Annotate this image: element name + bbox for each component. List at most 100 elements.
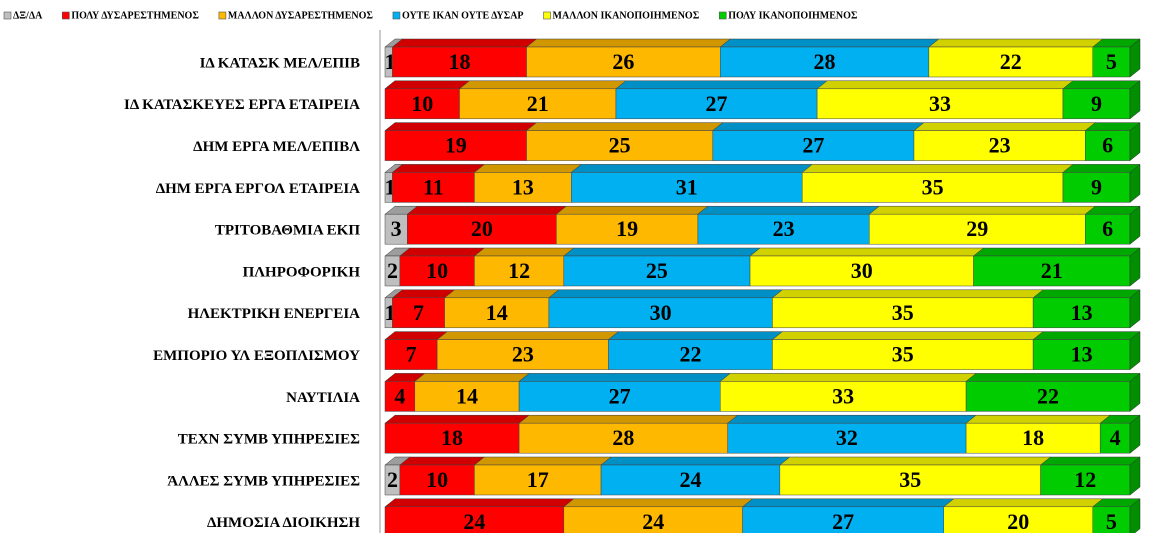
bar-side: [1129, 372, 1141, 412]
data-label: 5: [1106, 49, 1117, 74]
data-label: 7: [406, 342, 417, 367]
data-label: 32: [836, 425, 858, 450]
data-label: 10: [426, 258, 448, 283]
bar-segment: [1099, 422, 1131, 454]
bar-segment: [697, 213, 870, 245]
category-label: ΤΡΙΤΟΒΑΘΜΙΑ ΕΚΠ: [215, 223, 360, 239]
bar-top: [570, 164, 813, 173]
bar-segment: [727, 422, 967, 454]
bar-top: [719, 38, 940, 48]
bar-top: [473, 164, 582, 173]
bar-top: [443, 289, 560, 299]
data-label: 3: [391, 216, 402, 241]
bar-segment: [779, 464, 1041, 496]
bar-top: [1039, 456, 1141, 466]
bar-top: [473, 247, 575, 257]
category-label: ΙΔ ΚΑΤΑΣΚ ΜΕΛ/ΕΠΙΒ: [200, 55, 360, 71]
bar-segment: [749, 255, 974, 287]
data-label: 13: [1071, 300, 1093, 325]
bar-side: [1129, 247, 1141, 287]
bar-top: [965, 373, 1141, 382]
legend-swatch: [718, 11, 727, 20]
data-label: 2: [387, 258, 398, 283]
category-label: ΔΗΜ ΕΡΓΑ ΜΕΛ/ΕΠΙΒΛ: [193, 139, 360, 155]
data-label: 17: [527, 467, 549, 492]
bar-top: [697, 205, 880, 215]
bar-top: [928, 38, 1104, 48]
bar-segment: [801, 172, 1064, 203]
data-label: 6: [1102, 133, 1113, 158]
bar-top: [816, 80, 1074, 90]
bar-top: [779, 456, 1052, 466]
data-label: 30: [650, 300, 672, 325]
data-label: 35: [899, 467, 921, 492]
data-label: 24: [642, 509, 664, 533]
bar-top: [726, 414, 977, 424]
bar-segment: [712, 130, 915, 161]
bar-segment: [399, 464, 475, 496]
bar-segment: [965, 422, 1101, 454]
bar-side: [1129, 80, 1141, 120]
bar-segment: [869, 213, 1086, 245]
data-label: 19: [445, 133, 467, 158]
data-label: 23: [773, 216, 795, 241]
bar-top: [607, 331, 784, 340]
bar-side: [1129, 289, 1141, 329]
data-label: 33: [929, 91, 951, 116]
bar-side: [1129, 38, 1141, 78]
bar-top: [1032, 289, 1141, 299]
legend-label: ΜΑΛΛΟΝ ΙΚΑΝΟΠΟΙΗΜΕΝΟΣ: [553, 10, 700, 21]
bar-segment: [1085, 130, 1131, 161]
legend-label: ΔΞ/ΔΑ: [13, 10, 43, 21]
data-label: 10: [411, 91, 433, 116]
data-label: 6: [1102, 216, 1113, 241]
data-label: 28: [612, 425, 634, 450]
bar-segment: [772, 339, 1034, 370]
bar-top: [473, 456, 612, 466]
data-label: 18: [441, 425, 463, 450]
data-label: 27: [609, 383, 631, 408]
data-label: 35: [922, 174, 944, 199]
bar-segment: [392, 297, 445, 329]
data-label: 1: [385, 49, 396, 74]
bar-top: [1062, 164, 1141, 173]
bar-top: [391, 38, 538, 48]
data-label: 27: [832, 509, 854, 533]
legend-swatch: [392, 11, 401, 20]
bar-top: [868, 205, 1097, 215]
data-label: 26: [612, 49, 634, 74]
bar-top: [719, 373, 977, 382]
bar-top: [518, 414, 739, 424]
bar-segment: [1092, 506, 1131, 533]
data-label: 14: [486, 300, 508, 325]
bar-segment: [459, 88, 617, 120]
data-label: 29: [966, 216, 988, 241]
category-label: ΕΜΠΟΡΙΟ ΥΛ ΕΞΟΠΛΙΣΜΟΥ: [153, 348, 360, 364]
data-label: 18: [449, 49, 471, 74]
bar-top: [1062, 80, 1141, 90]
bar-segment: [772, 297, 1034, 329]
bar-top: [771, 289, 1044, 299]
bar-segment: [518, 381, 721, 412]
bar-segment: [384, 88, 460, 120]
bar-segment: [1062, 88, 1131, 120]
bar-segment: [816, 88, 1064, 120]
data-label: 25: [609, 133, 631, 158]
data-label: 4: [394, 383, 405, 408]
bar-side: [1129, 414, 1141, 454]
bar-segment: [414, 381, 520, 412]
bar-top: [555, 205, 709, 215]
bar-segment: [973, 255, 1131, 287]
data-label: 24: [463, 509, 485, 533]
data-label: 7: [413, 300, 424, 325]
data-label: 1: [385, 300, 396, 325]
legend-swatch: [218, 11, 227, 20]
data-label: 1: [385, 174, 396, 199]
data-label: 12: [508, 258, 530, 283]
data-label: 13: [512, 174, 534, 199]
category-label: ΗΛΕΚΤΡΙΚΗ ΕΝΕΡΓΕΙΑ: [188, 306, 361, 322]
bar-segment: [1032, 297, 1131, 329]
data-label: 22: [679, 342, 701, 367]
bar-top: [384, 122, 538, 131]
